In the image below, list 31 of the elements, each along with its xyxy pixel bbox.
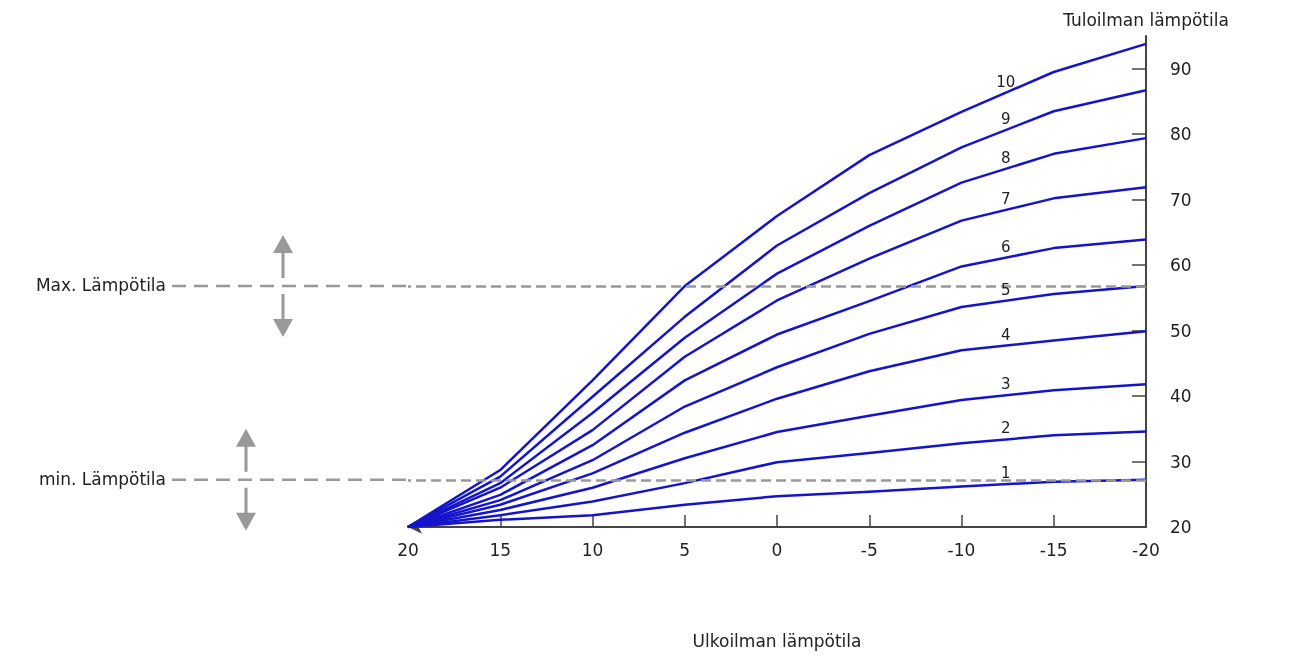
x-tick-label: -20 xyxy=(1132,539,1160,560)
x-tick-label: -5 xyxy=(860,539,878,560)
x-tick-label: 5 xyxy=(679,539,691,560)
series-label: 9 xyxy=(1001,110,1011,129)
y-tick-label: 30 xyxy=(1170,451,1192,472)
x-tick-label: 15 xyxy=(489,539,512,560)
y-tick-label: 80 xyxy=(1170,124,1192,145)
ref-line-label: min. Lämpötila xyxy=(38,468,166,489)
y-tick-label: 40 xyxy=(1170,386,1192,407)
x-tick-label: 0 xyxy=(771,539,783,560)
x-tick-label: -10 xyxy=(947,539,976,560)
y-tick-label: 20 xyxy=(1170,517,1192,537)
y-tick-label: 60 xyxy=(1170,255,1192,276)
series-label: 1 xyxy=(1001,464,1011,483)
series-label: 8 xyxy=(1001,148,1011,167)
series-label: 2 xyxy=(1001,419,1011,438)
y-tick-label: 90 xyxy=(1170,58,1192,79)
x-tick-label: 10 xyxy=(581,539,604,560)
series-label: 10 xyxy=(996,72,1016,91)
series-label: 4 xyxy=(1001,325,1011,344)
series-label: 7 xyxy=(1001,189,1011,208)
x-axis-title: Ulkoilman lämpötila xyxy=(692,630,862,651)
series-label: 6 xyxy=(1001,237,1011,256)
y-axis-title: Tuloilman lämpötila xyxy=(1062,9,1229,30)
x-tick-label: 20 xyxy=(397,539,419,560)
series-label: 5 xyxy=(1001,280,1011,299)
ref-line-label: Max. Lämpötila xyxy=(35,275,166,296)
series-label: 3 xyxy=(1001,375,1011,394)
x-tick-label: -15 xyxy=(1039,539,1068,560)
y-tick-label: 50 xyxy=(1170,320,1192,341)
y-tick-label: 70 xyxy=(1170,189,1192,210)
